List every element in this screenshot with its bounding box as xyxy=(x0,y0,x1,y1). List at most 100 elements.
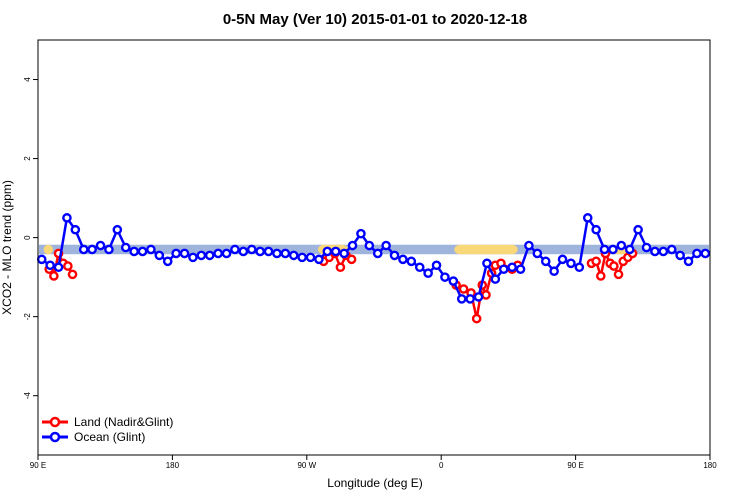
data-point xyxy=(137,246,148,257)
data-point xyxy=(482,258,492,269)
data-point xyxy=(591,256,601,267)
data-point xyxy=(263,246,274,257)
x-tick-label: 180 xyxy=(703,461,717,470)
data-point xyxy=(582,213,593,223)
data-point xyxy=(162,256,173,267)
data-point xyxy=(45,260,55,271)
series-line xyxy=(40,214,706,301)
data-point xyxy=(322,246,333,257)
data-point xyxy=(481,290,491,300)
y-tick-label: 4 xyxy=(23,77,32,82)
data-point xyxy=(389,250,400,261)
data-point xyxy=(650,246,660,257)
legend-ocean-marker xyxy=(49,431,61,443)
chart-title: 0-5N May (Ver 10) 2015-01-01 to 2020-12-… xyxy=(223,11,527,28)
data-point xyxy=(95,240,106,251)
y-tick-label: -4 xyxy=(23,392,32,400)
data-point xyxy=(129,246,139,257)
data-point xyxy=(346,254,357,265)
data-point xyxy=(146,244,156,255)
data-point xyxy=(423,268,433,278)
data-point xyxy=(609,261,619,271)
data-point xyxy=(53,262,64,273)
data-point xyxy=(398,254,408,265)
data-point xyxy=(104,244,114,255)
data-point xyxy=(49,271,59,281)
data-point xyxy=(549,266,559,277)
data-point xyxy=(120,242,131,253)
legend-ocean-label: Ocean (Glint) xyxy=(74,430,145,444)
y-axis-label: XCO2 - MLO trend (ppm) xyxy=(0,180,14,315)
data-point xyxy=(658,246,669,257)
data-point xyxy=(641,242,652,253)
data-point xyxy=(288,250,299,261)
x-tick-label: 90 E xyxy=(567,461,583,470)
data-point xyxy=(67,269,78,280)
data-point xyxy=(471,313,482,324)
data-point xyxy=(179,248,190,259)
band-yellow-2 xyxy=(454,244,518,255)
data-point xyxy=(613,269,624,280)
data-point xyxy=(608,244,618,255)
data-point xyxy=(272,248,282,259)
data-point xyxy=(70,224,81,235)
data-point xyxy=(364,240,375,251)
data-point xyxy=(498,264,509,275)
data-point xyxy=(297,252,307,263)
x-tick-label: 180 xyxy=(166,461,180,470)
data-point xyxy=(515,264,526,275)
x-axis: 90 E 180 90 W 0 90 E 180 xyxy=(30,455,717,470)
data-point xyxy=(204,250,215,261)
data-point xyxy=(666,244,677,255)
data-point xyxy=(406,256,417,267)
data-point xyxy=(532,248,543,259)
data-point xyxy=(683,256,694,267)
data-point xyxy=(154,250,165,261)
data-point xyxy=(381,240,391,251)
y-axis: -4 -2 0 2 4 xyxy=(23,77,38,400)
data-point xyxy=(624,244,635,255)
y-tick-label: 2 xyxy=(23,156,32,161)
data-point xyxy=(574,262,585,273)
data-point xyxy=(700,248,711,259)
legend: Land (Nadir&Glint) Ocean (Glint) xyxy=(42,415,173,444)
data-point xyxy=(465,294,475,304)
data-point xyxy=(372,248,383,259)
data-point xyxy=(314,254,324,265)
data-point xyxy=(213,248,223,259)
data-point xyxy=(458,284,469,294)
x-tick-label: 0 xyxy=(439,461,444,470)
data-point xyxy=(62,213,72,223)
data-point xyxy=(221,248,232,259)
data-point xyxy=(633,224,643,235)
y-tick-label: -2 xyxy=(23,313,32,321)
data-point xyxy=(507,262,517,273)
x-axis-label: Longitude (deg E) xyxy=(327,476,422,490)
data-point xyxy=(112,224,123,235)
data-point xyxy=(87,244,97,255)
data-point xyxy=(335,262,346,273)
data-point xyxy=(557,254,568,265)
x-tick-label: 90 E xyxy=(30,461,46,470)
data-point xyxy=(540,256,551,267)
data-point xyxy=(356,228,366,239)
data-point xyxy=(414,262,425,273)
data-point xyxy=(599,244,610,255)
data-point xyxy=(196,250,207,261)
data-point xyxy=(339,248,349,259)
data-point xyxy=(246,244,257,255)
legend-land-label: Land (Nadir&Glint) xyxy=(74,415,173,429)
data-point xyxy=(440,272,450,282)
data-point xyxy=(347,240,358,251)
data-point xyxy=(566,258,576,269)
data-point xyxy=(596,271,606,281)
data-point xyxy=(616,240,627,251)
data-point xyxy=(188,252,198,263)
series-layer xyxy=(36,213,711,324)
legend-land-marker xyxy=(49,416,61,428)
data-point xyxy=(524,240,534,251)
data-point xyxy=(473,292,484,302)
band-yellow-0 xyxy=(43,244,53,255)
data-point xyxy=(78,244,89,255)
data-point xyxy=(238,246,249,257)
